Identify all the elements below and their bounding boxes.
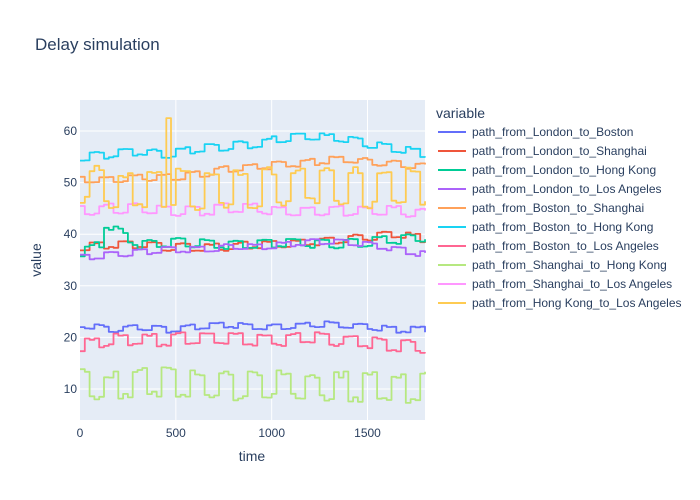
x-axis-ticks: 0 500 1000 1500 [77,426,382,440]
x-tick-label: 500 [166,426,186,440]
legend-item-label: path_from_Shanghai_to_Hong Kong [472,258,667,272]
y-tick-label: 60 [64,124,78,138]
legend-item-label: path_from_London_to_Boston [472,125,633,139]
legend-title: variable [436,105,485,121]
legend-item-label: path_from_Shanghai_to_Los Angeles [472,277,672,291]
legend-item-label: path_from_Boston_to_Shanghai [472,201,644,215]
series-line [80,320,426,334]
y-axis-title: value [28,243,44,277]
y-tick-label: 40 [64,227,78,241]
series-lines [80,117,426,404]
legend-item-label: path_from_London_to_Hong Kong [472,163,656,177]
x-axis-title: time [239,448,266,464]
x-tick-label: 1000 [258,426,285,440]
series-line [80,117,426,211]
x-tick-label: 1500 [354,426,381,440]
series-line [80,331,426,354]
legend-item-label: path_from_Boston_to_Los Angeles [472,239,659,253]
y-tick-label: 10 [64,382,78,396]
y-tick-label: 50 [64,176,78,190]
legend-item-label: path_from_London_to_Shanghai [472,144,647,158]
y-tick-label: 30 [64,279,78,293]
legend-item-label: path_from_Boston_to_Hong Kong [472,220,653,234]
x-tick-label: 0 [77,426,84,440]
series-line [80,155,426,184]
series-line [80,225,426,258]
legend: variable path_from_London_to_Boston path_… [436,105,682,310]
series-line [80,132,426,162]
series-line [80,238,426,261]
legend-item-label: path_from_Hong Kong_to_Los Angeles [472,296,682,310]
y-tick-label: 20 [64,330,78,344]
series-line [80,366,426,404]
y-axis-ticks: 10 20 30 40 50 60 [64,124,78,396]
legend-item-label: path_from_London_to_Los Angeles [472,182,662,196]
chart-title: Delay simulation [35,35,160,54]
